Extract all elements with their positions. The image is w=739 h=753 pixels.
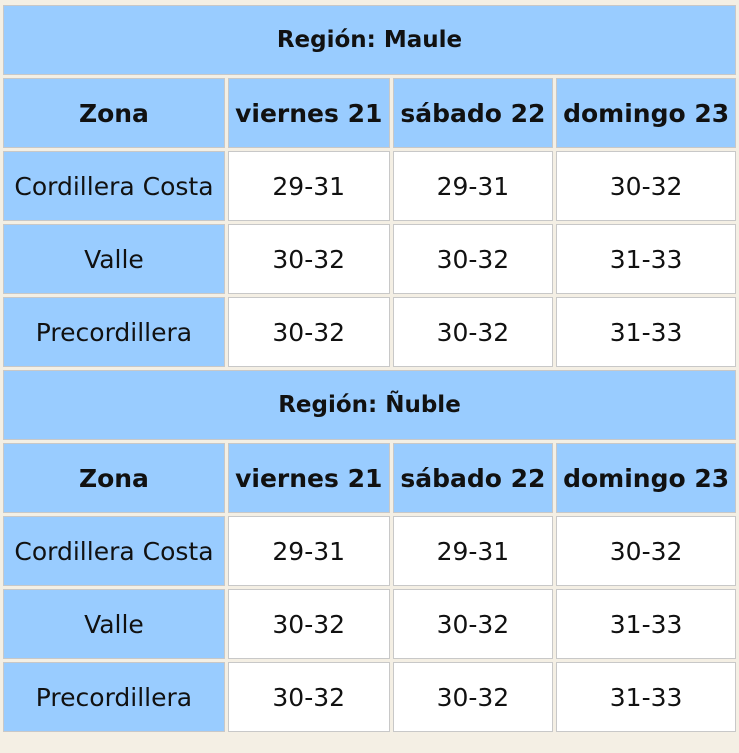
data-row: Valle 30-32 30-32 31-33 <box>3 224 736 294</box>
temperature-range: 30-32 <box>227 297 390 367</box>
region-title: Región: Maule <box>3 5 736 75</box>
column-header: sábado 22 <box>392 78 554 148</box>
data-row: Cordillera Costa 29-31 29-31 30-32 <box>3 516 736 586</box>
temperature-range: 30-32 <box>227 662 390 732</box>
temperature-range: 31-33 <box>556 662 736 732</box>
temperature-range: 30-32 <box>556 516 736 586</box>
title-row: Región: Ñuble <box>3 370 736 440</box>
region-title: Región: Ñuble <box>3 370 736 440</box>
column-header: sábado 22 <box>392 443 554 513</box>
column-header: Zona <box>3 443 225 513</box>
zone-name: Precordillera <box>3 297 225 367</box>
temperature-range: 30-32 <box>392 224 554 294</box>
temperature-range: 30-32 <box>227 224 390 294</box>
header-row: Zona viernes 21 sábado 22 domingo 23 <box>3 78 736 148</box>
temperature-range: 31-33 <box>556 224 736 294</box>
temperature-range: 29-31 <box>227 516 390 586</box>
column-header: viernes 21 <box>227 78 390 148</box>
column-header: domingo 23 <box>556 78 736 148</box>
temperature-range: 29-31 <box>392 516 554 586</box>
header-row: Zona viernes 21 sábado 22 domingo 23 <box>3 443 736 513</box>
zone-name: Precordillera <box>3 662 225 732</box>
temperature-range: 29-31 <box>227 151 390 221</box>
zone-name: Cordillera Costa <box>3 151 225 221</box>
temperature-range: 30-32 <box>556 151 736 221</box>
zone-name: Valle <box>3 589 225 659</box>
page: Región: Maule Zona viernes 21 sábado 22 domi… <box>0 2 739 735</box>
zone-name: Valle <box>3 224 225 294</box>
data-row: Cordillera Costa 29-31 29-31 30-32 <box>3 151 736 221</box>
column-header: Zona <box>3 78 225 148</box>
data-row: Precordillera 30-32 30-32 31-33 <box>3 662 736 732</box>
temperature-range: 29-31 <box>392 151 554 221</box>
temperature-range: 30-32 <box>227 589 390 659</box>
data-row: Precordillera 30-32 30-32 31-33 <box>3 297 736 367</box>
forecast-table: Región: Maule Zona viernes 21 sábado 22 domi… <box>0 2 739 735</box>
column-header: viernes 21 <box>227 443 390 513</box>
temperature-range: 31-33 <box>556 589 736 659</box>
temperature-range: 30-32 <box>392 297 554 367</box>
temperature-range: 30-32 <box>392 589 554 659</box>
column-header: domingo 23 <box>556 443 736 513</box>
data-row: Valle 30-32 30-32 31-33 <box>3 589 736 659</box>
table-body: Región: Maule Zona viernes 21 sábado 22 domi… <box>3 5 736 732</box>
temperature-range: 31-33 <box>556 297 736 367</box>
title-row: Región: Maule <box>3 5 736 75</box>
zone-name: Cordillera Costa <box>3 516 225 586</box>
temperature-range: 30-32 <box>392 662 554 732</box>
